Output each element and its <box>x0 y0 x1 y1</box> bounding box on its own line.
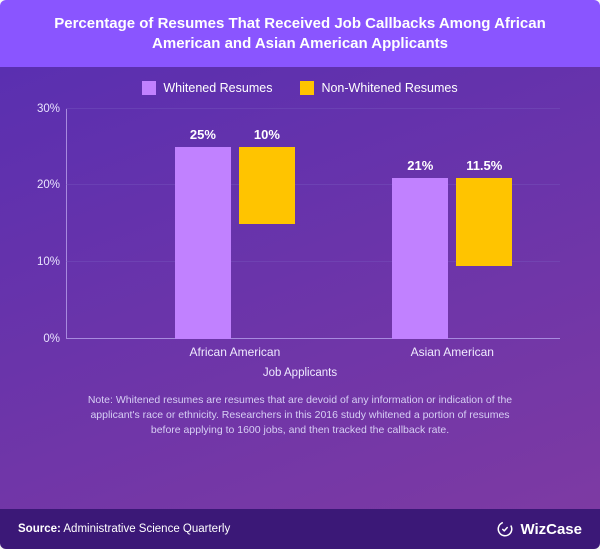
bar-value-label: 21% <box>392 158 448 173</box>
y-tick-label: 0% <box>30 333 60 345</box>
legend-item: Whitened Resumes <box>142 81 272 95</box>
bar-group: 25%10%African American <box>155 147 315 339</box>
category-label: African American <box>155 345 315 359</box>
bar-value-label: 10% <box>239 127 295 142</box>
brand: WizCase <box>496 520 582 538</box>
bar: 21% <box>392 178 448 339</box>
source-text: Source: Administrative Science Quarterly <box>18 523 230 535</box>
bar-group: 21%11.5%Asian American <box>372 178 532 339</box>
y-tick-label: 30% <box>30 103 60 115</box>
legend-label: Whitened Resumes <box>163 81 272 95</box>
title-bar: Percentage of Resumes That Received Job … <box>0 0 600 67</box>
bar-value-label: 25% <box>175 127 231 142</box>
chart-card: Percentage of Resumes That Received Job … <box>0 0 600 549</box>
bar: 10% <box>239 147 295 224</box>
y-tick-label: 10% <box>30 256 60 268</box>
chart-title: Percentage of Resumes That Received Job … <box>30 14 570 55</box>
plot-area: Whitened Resumes Non-Whitened Resumes 0% 1… <box>0 67 600 510</box>
y-tick-label: 20% <box>30 179 60 191</box>
x-axis-title: Job Applicants <box>30 367 570 379</box>
legend-item: Non-Whitened Resumes <box>300 81 457 95</box>
legend: Whitened Resumes Non-Whitened Resumes <box>30 81 570 95</box>
brand-icon <box>496 520 514 538</box>
source-name: Administrative Science Quarterly <box>63 523 230 535</box>
chart: 0%10%20%30%25%10%African American21%11.5… <box>66 109 560 339</box>
legend-label: Non-Whitened Resumes <box>321 81 457 95</box>
chart-note: Note: Whitened resumes are resumes that … <box>30 379 570 439</box>
y-axis-line <box>66 109 67 339</box>
source-prefix: Source: <box>18 523 61 535</box>
bar: 25% <box>175 147 231 339</box>
grid-line <box>66 108 560 109</box>
bar-value-label: 11.5% <box>456 158 512 173</box>
category-label: Asian American <box>372 345 532 359</box>
bar: 11.5% <box>456 178 512 266</box>
legend-swatch <box>142 81 156 95</box>
legend-swatch <box>300 81 314 95</box>
brand-name: WizCase <box>520 521 582 538</box>
footer-bar: Source: Administrative Science Quarterly… <box>0 509 600 549</box>
